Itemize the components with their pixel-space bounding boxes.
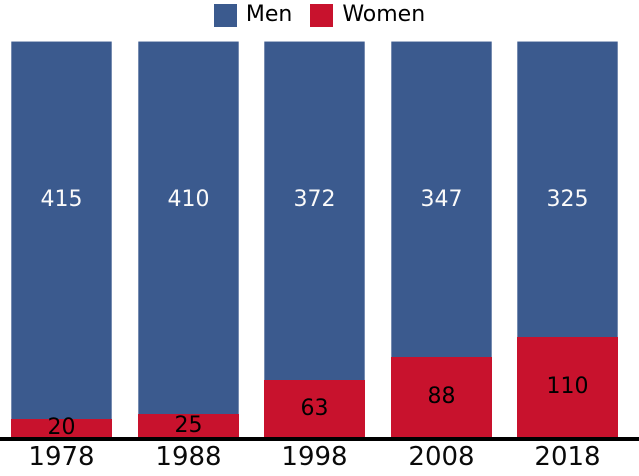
- bar-segment-men-1978[interactable]: 415: [11, 41, 112, 419]
- bar-segment-women-2008[interactable]: 88: [391, 357, 492, 437]
- x-axis-label-2008: 2008: [408, 442, 475, 472]
- value-label-men-1978: 415: [40, 187, 83, 212]
- bar-1988[interactable]: 410 25: [138, 41, 239, 437]
- x-axis-label-1998: 1998: [281, 442, 348, 472]
- value-label-women-2018: 110: [546, 374, 589, 399]
- bar-2018[interactable]: 325 110: [517, 41, 618, 437]
- bar-segment-women-1998[interactable]: 63: [264, 380, 365, 437]
- bar-segment-women-2018[interactable]: 110: [517, 337, 618, 437]
- men-color-swatch-icon: [213, 3, 237, 27]
- value-label-men-1988: 410: [167, 187, 210, 212]
- value-label-men-1998: 372: [293, 187, 336, 212]
- value-label-women-1988: 25: [174, 412, 203, 438]
- bar-2008[interactable]: 347 88: [391, 41, 492, 437]
- value-label-women-1978: 20: [47, 415, 76, 440]
- bar-segment-men-1988[interactable]: 410: [138, 41, 239, 414]
- value-label-women-1998: 63: [300, 395, 329, 421]
- value-label-women-2008: 88: [427, 384, 456, 409]
- bar-segment-men-2018[interactable]: 325: [517, 41, 618, 337]
- bar-segment-men-1998[interactable]: 372: [264, 41, 365, 380]
- value-label-men-2008: 347: [420, 187, 463, 212]
- legend-label-men: Men: [245, 2, 293, 27]
- legend-item-men[interactable]: Men: [213, 2, 293, 27]
- value-label-men-2018: 325: [546, 187, 589, 212]
- bar-segment-women-1978[interactable]: 20: [11, 415, 112, 440]
- x-axis-line: [0, 437, 639, 441]
- bar-segment-women-1988[interactable]: 25: [138, 414, 239, 437]
- women-color-swatch-icon: [310, 3, 334, 27]
- bar-1998[interactable]: 372 63: [264, 41, 365, 437]
- bar-1978[interactable]: 415 20: [11, 41, 112, 440]
- x-axis-label-2018: 2018: [534, 442, 601, 472]
- legend-item-women[interactable]: Women: [310, 2, 426, 27]
- bar-segment-men-2008[interactable]: 347: [391, 41, 492, 357]
- legend-label-women: Women: [342, 2, 426, 27]
- legend: Men Women: [0, 0, 639, 30]
- x-axis-label-1988: 1988: [155, 442, 222, 472]
- x-axis-label-1978: 1978: [28, 442, 95, 472]
